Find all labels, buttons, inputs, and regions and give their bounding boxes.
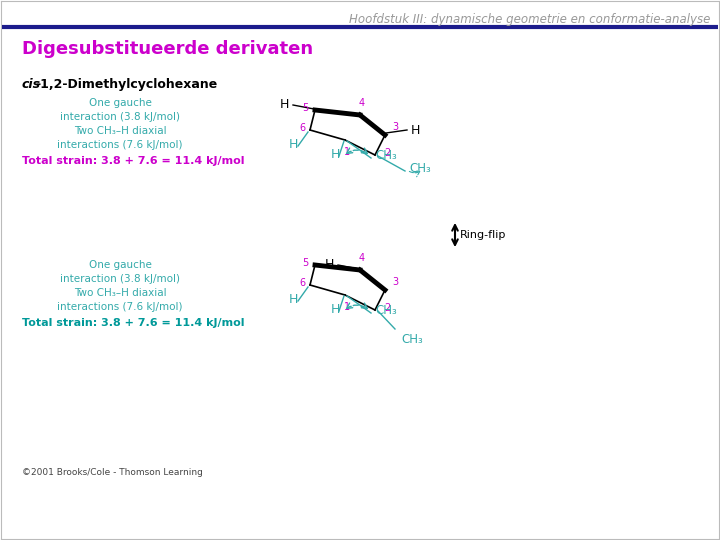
Text: 2: 2 <box>384 148 390 158</box>
Text: CH₃: CH₃ <box>409 162 431 175</box>
Text: H: H <box>330 303 340 316</box>
Text: 5: 5 <box>302 103 308 113</box>
Text: interactions (7.6 kJ/mol): interactions (7.6 kJ/mol) <box>58 302 183 312</box>
Text: Total strain: 3.8 + 7.6 = 11.4 kJ/mol: Total strain: 3.8 + 7.6 = 11.4 kJ/mol <box>22 156 245 166</box>
Text: 4: 4 <box>359 253 365 263</box>
Text: Hoofdstuk III: dynamische geometrie en conformatie-analyse: Hoofdstuk III: dynamische geometrie en c… <box>348 13 710 26</box>
Text: 1: 1 <box>344 147 350 157</box>
Text: H: H <box>279 98 289 111</box>
Text: interaction (3.8 kJ/mol): interaction (3.8 kJ/mol) <box>60 112 180 122</box>
Text: 5: 5 <box>302 258 308 268</box>
Text: CH₃: CH₃ <box>401 333 423 346</box>
Text: cis: cis <box>22 78 41 91</box>
Text: Two CH₃–H diaxial: Two CH₃–H diaxial <box>73 126 166 136</box>
Text: Total strain: 3.8 + 7.6 = 11.4 kJ/mol: Total strain: 3.8 + 7.6 = 11.4 kJ/mol <box>22 318 245 328</box>
Text: interactions (7.6 kJ/mol): interactions (7.6 kJ/mol) <box>58 140 183 150</box>
Text: Digesubstitueerde derivaten: Digesubstitueerde derivaten <box>22 40 313 58</box>
Text: H: H <box>411 124 420 137</box>
Text: H: H <box>288 138 297 151</box>
Text: CH₃: CH₃ <box>375 304 397 317</box>
Text: 6: 6 <box>299 123 305 133</box>
Text: One gauche: One gauche <box>89 98 151 108</box>
Text: Two CH₃–H diaxial: Two CH₃–H diaxial <box>73 288 166 298</box>
Text: Ring-flip: Ring-flip <box>460 230 506 240</box>
Text: One gauche: One gauche <box>89 260 151 270</box>
Text: 1: 1 <box>344 302 350 312</box>
Text: 6: 6 <box>299 278 305 288</box>
Text: 3: 3 <box>392 277 398 287</box>
Text: H: H <box>288 293 297 306</box>
Text: CH₃: CH₃ <box>375 149 397 162</box>
Text: -1,2-Dimethylcyclohexane: -1,2-Dimethylcyclohexane <box>35 78 217 91</box>
Text: 3: 3 <box>392 122 398 132</box>
Text: H: H <box>325 259 334 272</box>
Text: 4: 4 <box>359 98 365 108</box>
Text: ©2001 Brooks/Cole - Thomson Learning: ©2001 Brooks/Cole - Thomson Learning <box>22 468 203 477</box>
Text: 2: 2 <box>384 303 390 313</box>
Text: H: H <box>330 148 340 161</box>
Text: interaction (3.8 kJ/mol): interaction (3.8 kJ/mol) <box>60 274 180 284</box>
